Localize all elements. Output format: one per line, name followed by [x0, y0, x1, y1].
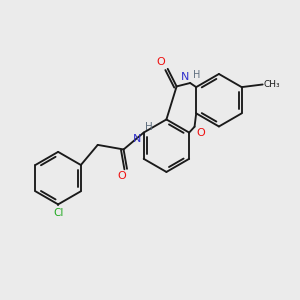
- Text: N: N: [181, 72, 189, 82]
- Text: O: O: [117, 171, 126, 181]
- Text: H: H: [145, 122, 152, 132]
- Text: N: N: [133, 134, 141, 143]
- Text: O: O: [156, 57, 165, 67]
- Text: Cl: Cl: [53, 208, 63, 218]
- Text: H: H: [193, 70, 200, 80]
- Text: O: O: [196, 128, 205, 138]
- Text: CH₃: CH₃: [264, 80, 280, 89]
